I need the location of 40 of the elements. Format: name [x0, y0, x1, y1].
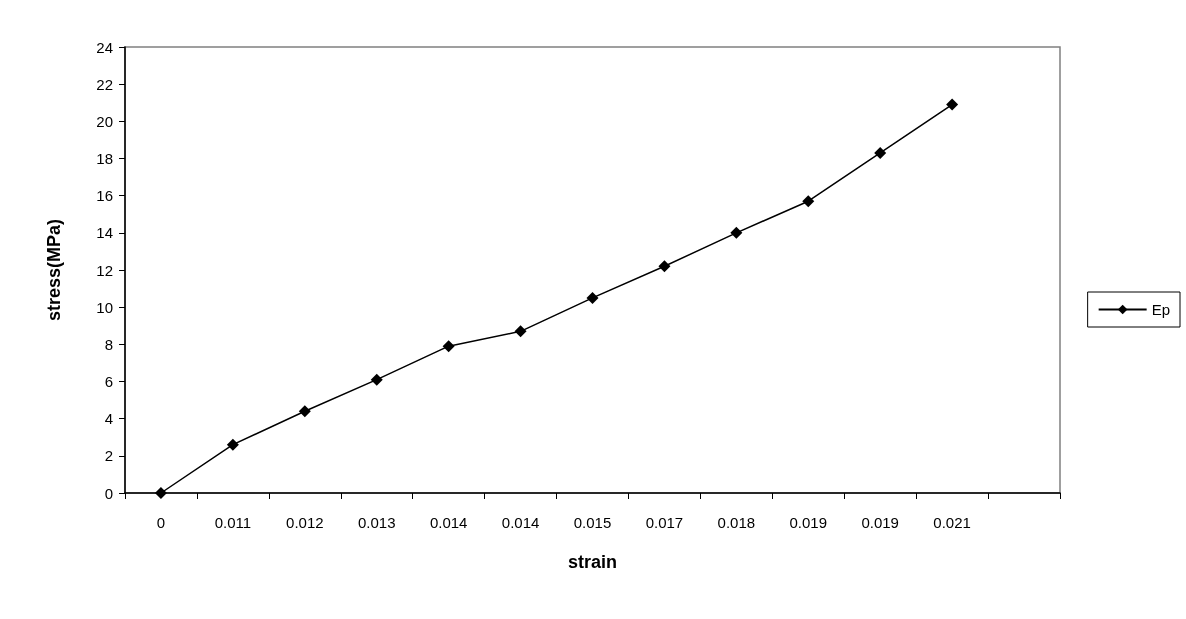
x-tick-label: 0.015 — [573, 514, 612, 531]
y-axis-title: stress(MPa) — [44, 218, 64, 322]
y-tick-label: 10 — [96, 298, 113, 316]
y-tick-label: 4 — [104, 410, 113, 428]
y-tick-label: 6 — [104, 373, 113, 390]
point — [442, 340, 455, 353]
x-axis-title: strain — [567, 552, 618, 572]
point — [298, 405, 311, 418]
y-tick-label: 22 — [96, 75, 113, 93]
point — [226, 438, 239, 451]
y-tick-label: 16 — [96, 187, 113, 205]
point — [586, 291, 599, 304]
y-tick-label: 12 — [96, 261, 113, 279]
y-tick-label: 20 — [96, 112, 113, 130]
y-tick-label: 18 — [96, 150, 113, 167]
x-tick-label: 0.013 — [357, 514, 396, 531]
point — [874, 146, 887, 159]
x-tick-label: 0.014 — [429, 514, 468, 531]
x-tick-label: 0.019 — [789, 514, 828, 531]
x-tick-label: 0.017 — [645, 514, 684, 531]
point — [154, 487, 167, 499]
point — [802, 195, 815, 208]
x-tick-label: 0.014 — [501, 514, 540, 531]
y-tick-label: 14 — [96, 224, 113, 242]
legend-label: Ep — [1151, 301, 1171, 318]
x-tick-label: 0.021 — [933, 514, 971, 531]
y-tick-label: 0 — [104, 484, 113, 502]
x-tick-label: 0.011 — [214, 514, 252, 531]
point — [370, 373, 383, 386]
x-tick-label: 0.018 — [717, 514, 756, 531]
y-tick-label: 2 — [104, 447, 113, 465]
point — [946, 98, 959, 111]
point — [658, 260, 671, 273]
y-tick-label: 8 — [104, 335, 113, 353]
point — [730, 226, 743, 239]
x-tick-label: 0 — [156, 514, 166, 531]
y-tick-label: 24 — [96, 38, 113, 56]
x-tick-label: 0.019 — [861, 514, 899, 531]
point — [514, 325, 527, 338]
x-tick-label: 0.012 — [286, 514, 324, 531]
